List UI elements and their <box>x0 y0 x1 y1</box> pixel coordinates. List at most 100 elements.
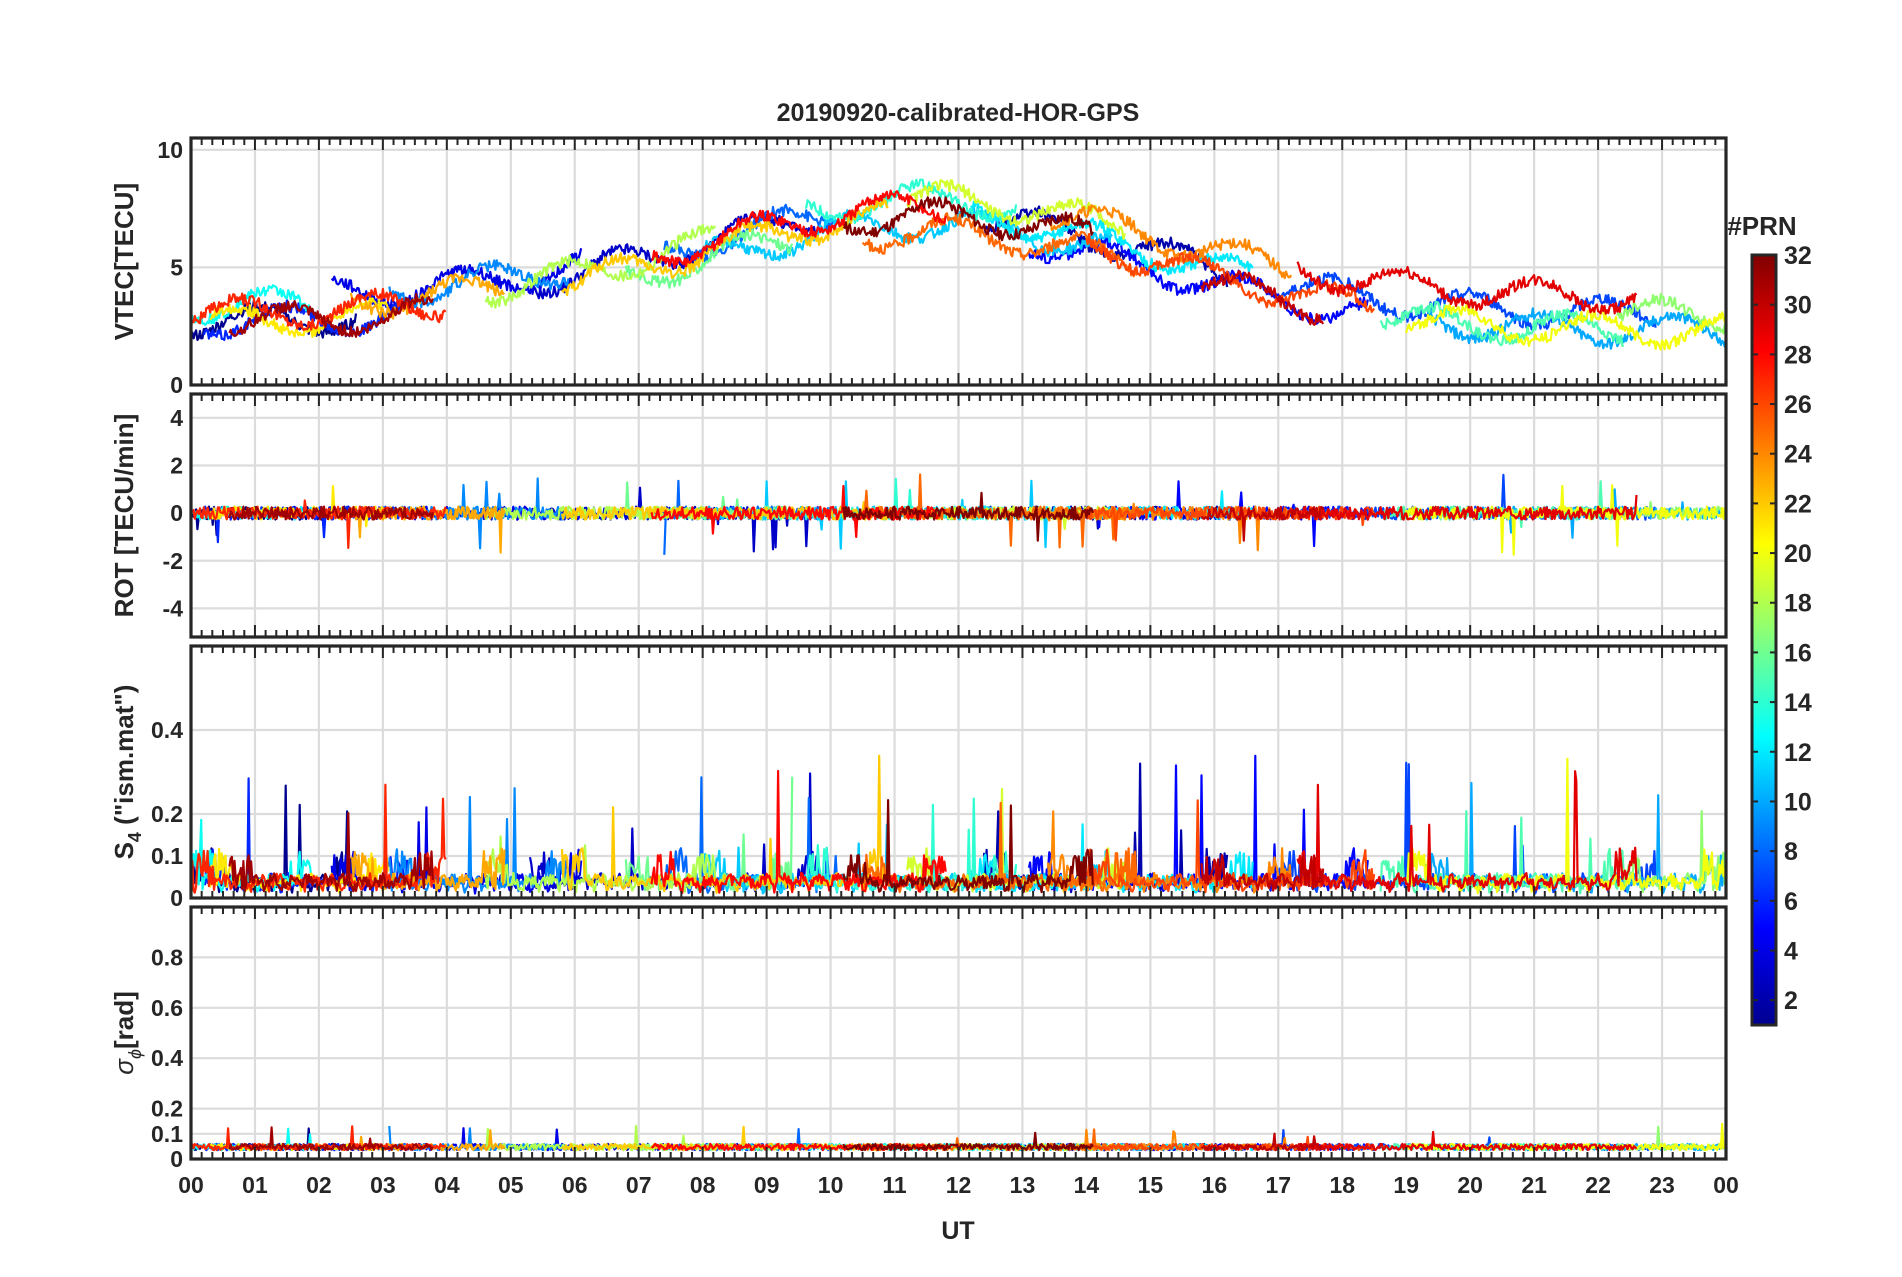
colorbar-tick-label: 28 <box>1784 341 1812 369</box>
colorbar-tick-label: 8 <box>1784 838 1798 866</box>
colorbar-tick-label: 30 <box>1784 292 1812 320</box>
panel-s4: 0 0.1 0.2 0.4S4 ("ism.mat") <box>109 644 1728 911</box>
y-tick-label: 0.4 <box>151 1045 183 1071</box>
series-line-prn-30 <box>1200 854 1325 892</box>
colorbar-tick-label: 18 <box>1784 590 1812 618</box>
series-line-prn-31 <box>228 293 434 338</box>
series-line-prn-7 <box>1277 271 1657 331</box>
series-line-prn-29 <box>1296 1130 1638 1152</box>
panel-sigma: 00.10.2 0.4 0.6 0.8σϕ[rad] 00 01 02 03 04 05 06 07 0… <box>109 905 1739 1198</box>
x-tick-label: 22 <box>1585 1172 1611 1198</box>
y-tick-label: 0.4 <box>151 717 183 743</box>
x-tick-label: 12 <box>946 1172 972 1198</box>
x-tick-label: 16 <box>1202 1172 1228 1198</box>
colorbar-tick-label: 32 <box>1784 242 1812 270</box>
series-line-prn-28 <box>650 769 947 895</box>
series-line-prn-24 <box>1047 204 1293 280</box>
series-line-prn-30 <box>1200 505 1325 542</box>
series-line-prn-23 <box>350 847 506 893</box>
y-axis-label-s4: S4 ("ism.mat") <box>109 685 145 860</box>
colorbar-tick-label: 4 <box>1784 937 1798 965</box>
series-line-prn-29 <box>1296 261 1638 315</box>
x-tick-label: 11 <box>882 1172 907 1198</box>
series-line-prn-10 <box>1424 306 1726 350</box>
x-tick-label: 21 <box>1521 1172 1547 1198</box>
colorbar-tick-label: 16 <box>1784 639 1812 667</box>
x-tick-label: 10 <box>818 1172 844 1198</box>
series-line-prn-31 <box>228 505 434 521</box>
panel-rot: -4 -2 0 2 4 ROT [TECU/min] <box>109 392 1728 639</box>
series-line-prn-16 <box>624 228 794 289</box>
x-tick-label: 00 <box>1713 1172 1739 1198</box>
y-tick-label: 0.1 <box>151 1121 183 1147</box>
series-line-prn-26 <box>1085 799 1376 894</box>
y-tick-label: 0.2 <box>151 801 183 827</box>
colorbar-tick-label: 14 <box>1784 689 1812 717</box>
series-line-prn-14 <box>804 178 1018 226</box>
y-tick-label: 0.2 <box>151 1096 183 1122</box>
y-tick-label: 0 <box>170 885 183 911</box>
grid-vtec <box>189 138 1728 387</box>
series-line-prn-27 <box>191 783 447 894</box>
x-tick-label: 08 <box>690 1172 716 1198</box>
y-tick-label: 0 <box>170 1146 183 1172</box>
x-tick-label: 14 <box>1074 1172 1100 1198</box>
y-tick-label: 0.1 <box>151 843 183 869</box>
series-line-prn-28 <box>651 189 947 269</box>
series-line-prn-30 <box>1200 1132 1324 1152</box>
x-tick-label: 00 <box>178 1172 204 1198</box>
series-group-sigma <box>191 1122 1726 1152</box>
ticks-s4 <box>190 646 1727 898</box>
colorbar-tick-label: 6 <box>1784 888 1798 916</box>
x-tick-label: 07 <box>626 1172 652 1198</box>
series-line-prn-32 <box>842 1131 1094 1152</box>
y-axis-label-vtec: VTEC[TECU] <box>109 183 139 340</box>
x-tick-label: 23 <box>1649 1172 1675 1198</box>
y-tick-label: 0.8 <box>151 944 183 970</box>
colorbar-gradient <box>1750 253 1778 1027</box>
panel-vtec: 0 5 10 VTEC[TECU] <box>109 136 1728 398</box>
series-line-prn-29 <box>1296 770 1638 894</box>
series-line-prn-20 <box>1405 757 1726 895</box>
series-line-prn-29 <box>1296 494 1638 521</box>
x-tick-label: 17 <box>1265 1172 1291 1198</box>
x-tick-label: 01 <box>242 1172 268 1198</box>
x-tick-label: 03 <box>370 1172 396 1198</box>
x-tick-label: 06 <box>562 1172 588 1198</box>
y-tick-label: 0 <box>170 372 183 398</box>
x-axis-label: UT <box>941 1217 974 1245</box>
y-tick-label: 2 <box>170 452 183 478</box>
series-line-prn-30 <box>1200 270 1325 326</box>
x-tick-label: 09 <box>754 1172 780 1198</box>
y-axis-label-sigma: σϕ[rad] <box>109 991 145 1074</box>
x-tick-label: 05 <box>498 1172 524 1198</box>
colorbar-tick-label: 26 <box>1784 391 1812 419</box>
colorbar-label: #PRN <box>1727 211 1796 241</box>
colorbar-tick-label: 24 <box>1784 441 1812 469</box>
y-axis-label-rot: ROT [TECU/min] <box>109 414 139 618</box>
y-tick-label: 4 <box>170 405 183 431</box>
ticks-vtec <box>190 138 1727 385</box>
colorbar-tick-label: 2 <box>1784 987 1798 1015</box>
series-line-prn-17 <box>1616 292 1726 335</box>
ticks-rot <box>190 394 1727 637</box>
y-tick-label: -2 <box>163 548 183 574</box>
x-tick-label: 18 <box>1329 1172 1355 1198</box>
series-group-vtec <box>191 178 1726 351</box>
series-line-prn-14 <box>803 477 1018 521</box>
x-tick-label: 20 <box>1457 1172 1483 1198</box>
y-tick-label: 10 <box>157 137 183 163</box>
y-tick-label: 0.6 <box>151 995 183 1021</box>
series-line-prn-32 <box>842 491 1094 542</box>
colorbar-tick-label: 22 <box>1784 490 1812 518</box>
series-line-prn-31 <box>228 1126 434 1152</box>
x-tick-label: 13 <box>1010 1172 1036 1198</box>
series-line-prn-23 <box>349 273 506 320</box>
grid-sigma <box>189 907 1728 1161</box>
series-group-s4 <box>191 754 1726 895</box>
colorbar-tick-label: 12 <box>1784 739 1812 767</box>
